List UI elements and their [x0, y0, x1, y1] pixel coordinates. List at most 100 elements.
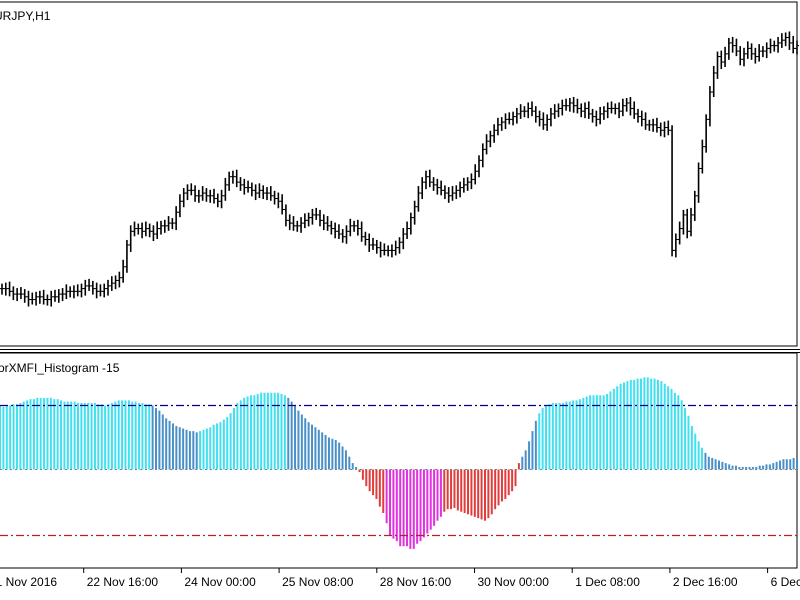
- price-bar: [779, 33, 784, 48]
- price-bar: [26, 290, 31, 307]
- price-bar: [768, 38, 773, 54]
- price-bar: [265, 187, 269, 201]
- price-bar: [136, 223, 141, 235]
- price-bar: [647, 119, 652, 131]
- price-bar: [651, 118, 656, 132]
- price-bar: [268, 186, 273, 201]
- price-bar: [71, 285, 76, 299]
- price-bar: [749, 43, 754, 60]
- price-bar: [533, 106, 538, 123]
- price-bar: [45, 294, 50, 306]
- price-bar: [726, 37, 731, 60]
- price-bar: [102, 283, 107, 298]
- price-bar: [719, 50, 724, 70]
- price-bar: [564, 98, 569, 111]
- price-bar: [537, 110, 542, 127]
- price-bar: [283, 204, 288, 227]
- price-bar: [302, 213, 307, 229]
- price-bar: [601, 106, 606, 120]
- price-bar: [556, 103, 561, 118]
- price-bar: [552, 104, 557, 119]
- price-bar: [673, 233, 678, 258]
- price-bar: [261, 185, 266, 200]
- price-bar: [583, 102, 587, 119]
- price-bar: [745, 41, 750, 59]
- price-bar: [401, 228, 406, 250]
- price-bar: [53, 289, 57, 302]
- price-bar: [639, 110, 644, 127]
- price-bar: [715, 51, 720, 79]
- price-bar: [83, 279, 88, 296]
- main-pane-frame: [0, 1, 798, 347]
- price-bar: [632, 101, 637, 119]
- price-bar: [87, 278, 92, 291]
- price-bar: [636, 108, 640, 123]
- price-bar: [586, 101, 591, 119]
- price-bar: [776, 36, 781, 53]
- price-bar: [764, 42, 769, 59]
- price-bar: [757, 44, 762, 62]
- price-bar: [329, 220, 334, 235]
- price-bar: [132, 221, 137, 237]
- price-bar: [783, 32, 788, 47]
- price-bar: [628, 96, 633, 116]
- price-bar: [287, 214, 292, 231]
- price-bar: [124, 239, 129, 273]
- price-bar: [730, 36, 735, 53]
- price-bar: [560, 99, 565, 116]
- x-tick-label: 1 Dec 08:00: [575, 575, 640, 589]
- price-bar: [30, 292, 35, 305]
- price-bar: [140, 222, 145, 239]
- price-bar: [234, 169, 239, 188]
- price-bar: [567, 97, 572, 112]
- price-bar: [408, 212, 413, 235]
- price-bar: [477, 155, 481, 178]
- price-bar: [177, 194, 182, 218]
- price-bar: [215, 193, 220, 208]
- price-bar: [75, 284, 80, 297]
- price-bar: [666, 120, 671, 136]
- price-bar: [548, 107, 553, 127]
- price-bar: [3, 282, 8, 296]
- price-bar: [707, 86, 712, 127]
- price-bar: [121, 259, 126, 283]
- price-bar: [374, 239, 379, 254]
- price-bar: [249, 182, 254, 197]
- price-bar: [363, 231, 368, 246]
- x-tick-label: 28 Nov 16:00: [380, 575, 452, 589]
- price-bar: [227, 171, 232, 191]
- price-bar: [11, 286, 16, 301]
- price-bar: [170, 218, 175, 230]
- price-bar: [386, 245, 391, 257]
- x-tick-label: 6 Dec 00:00: [771, 575, 800, 589]
- price-bar: [458, 181, 463, 198]
- price-bar: [242, 178, 247, 195]
- x-tick-label: 21 Nov 2016: [0, 575, 57, 589]
- price-bar: [193, 185, 198, 202]
- price-bar: [405, 221, 410, 240]
- price-bar: [662, 121, 667, 138]
- price-bar: [299, 217, 304, 233]
- price-bar: [253, 184, 258, 201]
- price-bar: [393, 240, 398, 256]
- price-bar: [617, 102, 622, 119]
- price-bar: [7, 281, 12, 297]
- price-bar: [579, 103, 584, 118]
- price-bar: [446, 187, 451, 203]
- price-bar: [431, 177, 436, 191]
- price-bar: [257, 183, 262, 199]
- price-bar: [340, 229, 345, 243]
- price-bar: [480, 143, 485, 168]
- price-bar: [15, 288, 20, 302]
- price-bar: [590, 108, 595, 123]
- price-bar: [34, 291, 39, 306]
- price-bar: [348, 218, 353, 237]
- price-bar: [318, 209, 322, 227]
- price-bar: [685, 208, 690, 239]
- price-bar: [734, 38, 739, 57]
- price-bar: [230, 170, 235, 184]
- x-tick-label: 30 Nov 00:00: [478, 575, 550, 589]
- price-bar: [174, 206, 179, 231]
- price-bar: [147, 223, 152, 238]
